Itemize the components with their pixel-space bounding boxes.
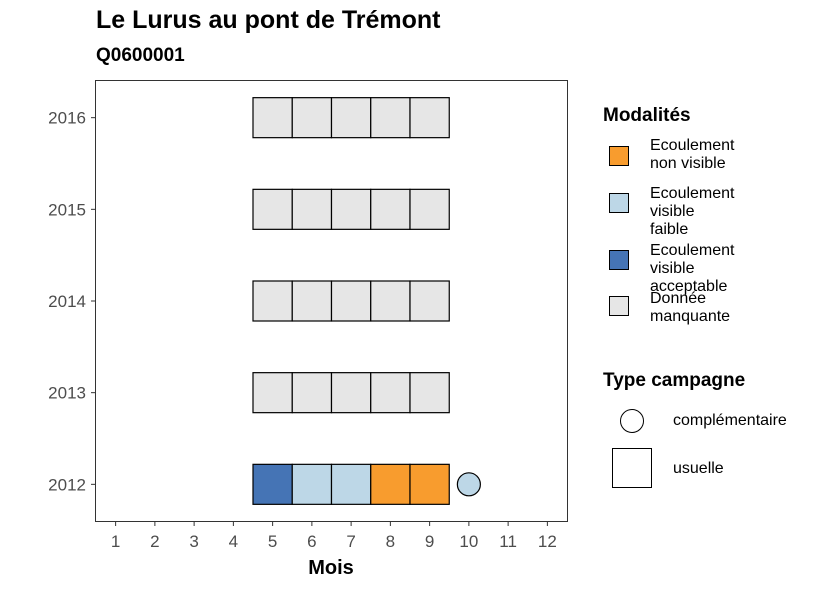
- legend-swatch: [609, 146, 629, 166]
- legend-label: Ecoulement non visible: [650, 137, 760, 173]
- x-tick-label: 12: [538, 532, 557, 551]
- y-tick-label: 2014: [48, 292, 86, 311]
- legend-label-line: faible: [650, 221, 689, 238]
- cell-2012-7: [330, 463, 372, 505]
- x-tick-label: 1: [111, 532, 120, 551]
- x-tick-label: 4: [229, 532, 238, 551]
- cell-2012-5: [252, 463, 293, 505]
- chart-title: Le Lurus au pont de Trémont: [96, 6, 441, 34]
- cell-2014-7: [330, 280, 372, 322]
- legend-swatch: [609, 250, 629, 270]
- cell-2012-6: [291, 463, 333, 505]
- legend-campagne-label: complémentaire: [673, 412, 787, 429]
- y-tick-label: 2016: [48, 109, 86, 128]
- cell-2016-7: [330, 97, 372, 139]
- legend-label-line: non visible: [650, 155, 726, 172]
- x-axis-label: Mois: [308, 557, 354, 579]
- x-tick-label: 5: [268, 532, 277, 551]
- x-tick-label: 6: [307, 532, 316, 551]
- legend-label-line: Ecoulement: [650, 185, 735, 202]
- cell-2014-8: [370, 280, 411, 322]
- legend-label-line: visible: [650, 203, 695, 220]
- x-tick-label: 2: [150, 532, 159, 551]
- cell-2016-5: [252, 97, 293, 139]
- cell-2013-8: [370, 372, 411, 414]
- cells-layer: [252, 97, 481, 505]
- x-tick-label: 11: [499, 532, 517, 551]
- legend-label-line: Ecoulement: [650, 242, 735, 259]
- legend-circle-icon: [620, 409, 644, 433]
- legend-campagne-label: usuelle: [673, 460, 724, 477]
- legend-label: Donnée manquante: [650, 290, 760, 326]
- y-tick-label: 2013: [48, 384, 86, 403]
- cell-2014-9: [409, 280, 450, 322]
- x-tick-label: 3: [189, 532, 198, 551]
- legend-modalites-title: Modalités: [603, 105, 691, 126]
- x-axis: 1 2 3 4 5 6 7 8 9 10 11 12: [111, 521, 557, 551]
- legend-square-icon: [612, 448, 652, 488]
- cell-2015-9: [409, 188, 450, 230]
- cell-2012-9: [409, 463, 450, 505]
- cell-2016-9: [409, 97, 450, 139]
- x-tick-label: 7: [346, 532, 355, 551]
- legend-campagne-title: Type campagne: [603, 370, 746, 391]
- y-axis: 2016 2015 2014 2013 2012: [48, 109, 96, 494]
- cell-2015-6: [291, 188, 333, 230]
- x-tick-label: 10: [459, 532, 478, 551]
- cell-2016-8: [370, 97, 411, 139]
- cell-2014-5: [252, 280, 293, 322]
- cell-2012-8: [370, 463, 411, 505]
- cell-2013-7: [330, 372, 372, 414]
- legend-label: Ecoulement visible faible: [650, 185, 760, 239]
- cell-2015-5: [252, 188, 293, 230]
- y-tick-label: 2015: [48, 200, 86, 219]
- cell-2015-8: [370, 188, 411, 230]
- x-tick-label: 9: [425, 532, 434, 551]
- legend-label: Ecoulement visible acceptable: [650, 242, 760, 296]
- legend-swatch: [609, 296, 629, 316]
- cell-2013-5: [252, 372, 293, 414]
- chart-subtitle: Q0600001: [96, 45, 185, 66]
- legend-label-line: Donnée: [650, 290, 707, 307]
- legend-label-line: manquante: [650, 308, 731, 325]
- cell-2016-6: [291, 97, 333, 139]
- cell-2013-9: [409, 372, 450, 414]
- legend-label-line: Ecoulement: [650, 137, 735, 154]
- legend-label-line: acceptable: [650, 278, 728, 295]
- point-2012-10: [456, 472, 481, 497]
- legend-swatch: [609, 193, 629, 213]
- cell-2015-7: [330, 188, 372, 230]
- y-tick-label: 2012: [48, 475, 86, 494]
- cell-2013-6: [291, 372, 333, 414]
- cell-2014-6: [291, 280, 333, 322]
- x-tick-label: 8: [386, 532, 395, 551]
- legend-label-line: visible: [650, 260, 695, 277]
